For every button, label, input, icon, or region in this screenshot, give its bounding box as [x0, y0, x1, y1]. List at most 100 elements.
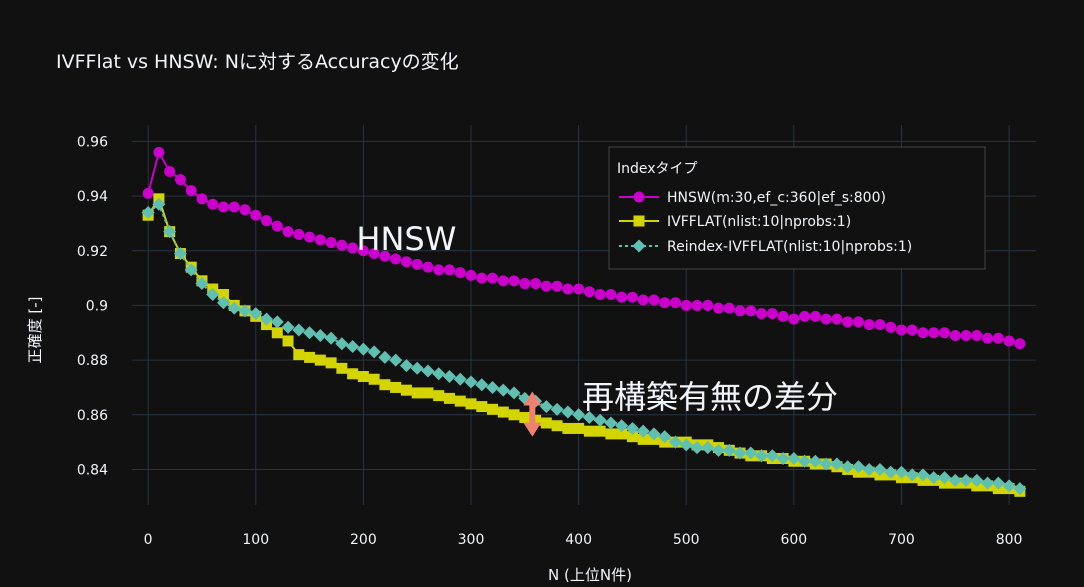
y-tick-label: 0.84	[77, 462, 108, 478]
difference-arrow	[523, 391, 542, 437]
data-point-hnsw	[239, 204, 251, 216]
data-point-hnsw	[1014, 338, 1026, 350]
data-point-hnsw	[540, 280, 552, 292]
data-point-hnsw	[756, 308, 768, 320]
x-tick-label: 700	[888, 532, 915, 548]
data-point-reindex-ivfflat	[744, 446, 758, 460]
data-point-hnsw	[659, 297, 671, 309]
data-point-reindex-ivfflat	[593, 413, 607, 427]
data-point-hnsw	[196, 193, 208, 205]
data-point-hnsw	[217, 201, 229, 213]
data-point-reindex-ivfflat	[152, 197, 166, 211]
data-point-reindex-ivfflat	[701, 441, 715, 455]
data-point-reindex-ivfflat	[927, 471, 941, 485]
data-point-reindex-ivfflat	[206, 287, 220, 301]
data-point-reindex-ivfflat	[184, 263, 198, 277]
legend: Indexタイプ HNSW(m:30,ef_c:360|ef_s:800) IV…	[608, 146, 986, 270]
data-point-hnsw	[497, 275, 509, 287]
data-point-reindex-ivfflat	[916, 468, 930, 482]
data-point-hnsw	[379, 250, 391, 262]
data-point-reindex-ivfflat	[346, 339, 360, 353]
annotation-hnsw: HNSW	[356, 220, 456, 258]
data-point-ivfflat	[379, 379, 391, 391]
data-point-reindex-ivfflat	[453, 372, 467, 386]
data-point-reindex-ivfflat	[496, 383, 510, 397]
legend-label-reindex-ivfflat: Reindex-IVFFLAT(nlist:10|nprobs:1)	[667, 239, 912, 255]
data-point-hnsw	[519, 278, 531, 290]
data-point-hnsw	[164, 165, 176, 177]
y-tick-label: 0.92	[77, 244, 108, 260]
data-point-reindex-ivfflat	[507, 386, 521, 400]
data-point-reindex-ivfflat	[722, 443, 736, 457]
x-tick-label: 200	[350, 532, 377, 548]
data-point-hnsw	[573, 283, 585, 295]
data-point-reindex-ivfflat	[830, 457, 844, 471]
legend-marker-point	[633, 191, 645, 203]
data-point-hnsw	[669, 297, 681, 309]
data-point-reindex-ivfflat	[948, 473, 962, 487]
data-point-ivfflat	[626, 431, 638, 443]
data-point-ivfflat	[368, 373, 380, 385]
data-point-reindex-ivfflat	[894, 465, 908, 479]
data-point-reindex-ivfflat	[862, 462, 876, 476]
data-point-ivfflat	[325, 357, 337, 369]
data-point-ivfflat	[336, 362, 348, 374]
data-point-ivfflat	[605, 428, 617, 440]
data-point-ivfflat	[594, 425, 606, 437]
data-point-hnsw	[626, 291, 638, 303]
data-point-hnsw	[314, 234, 326, 246]
data-point-hnsw	[422, 261, 434, 273]
x-tick-label: 100	[242, 532, 269, 548]
data-point-hnsw	[142, 187, 154, 199]
y-tick-label: 0.88	[77, 353, 108, 369]
data-point-hnsw	[680, 299, 692, 311]
data-point-reindex-ivfflat	[227, 301, 241, 315]
data-point-hnsw	[368, 247, 380, 259]
data-point-reindex-ivfflat	[1013, 482, 1027, 496]
data-point-ivfflat	[282, 335, 294, 347]
data-point-hnsw	[895, 324, 907, 336]
legend-item-hnsw[interactable]: HNSW(m:30,ef_c:360|ef_s:800)	[619, 190, 886, 206]
data-point-reindex-ivfflat	[550, 402, 564, 416]
data-point-reindex-ivfflat	[604, 416, 618, 430]
data-point-reindex-ivfflat	[464, 375, 478, 389]
data-point-reindex-ivfflat	[679, 438, 693, 452]
data-point-hnsw	[928, 327, 940, 339]
legend-marker-hnsw	[633, 191, 645, 203]
data-point-hnsw	[476, 272, 488, 284]
data-point-hnsw	[390, 253, 402, 265]
legend-item-reindex-ivfflat[interactable]: Reindex-IVFFLAT(nlist:10|nprobs:1)	[619, 239, 912, 255]
data-point-ivfflat	[476, 401, 488, 413]
data-point-reindex-ivfflat	[249, 307, 263, 321]
data-point-reindex-ivfflat	[938, 471, 952, 485]
data-point-hnsw	[637, 294, 649, 306]
data-point-reindex-ivfflat	[970, 473, 984, 487]
legend-item-ivfflat[interactable]: IVFFLAT(nlist:10|nprobs:1)	[619, 214, 851, 230]
data-point-ivfflat	[217, 288, 229, 300]
data-point-hnsw	[874, 319, 886, 331]
data-point-reindex-ivfflat	[292, 323, 306, 337]
data-point-ivfflat	[271, 327, 283, 339]
data-point-hnsw	[766, 308, 778, 320]
data-point-hnsw	[842, 316, 854, 328]
data-point-reindex-ivfflat	[432, 367, 446, 381]
data-point-hnsw	[207, 198, 219, 210]
data-point-reindex-ivfflat	[636, 424, 650, 438]
data-point-hnsw	[304, 231, 316, 243]
data-point-ivfflat	[390, 381, 402, 393]
chart-title: IVFFlat vs HNSW: Nに対するAccuracyの変化	[56, 51, 459, 73]
legend-marker-point	[632, 239, 646, 253]
data-point-ivfflat	[411, 387, 423, 399]
data-point-ivfflat	[616, 428, 628, 440]
data-point-reindex-ivfflat	[1002, 479, 1016, 493]
data-point-reindex-ivfflat	[421, 364, 435, 378]
data-point-ivfflat	[637, 433, 649, 445]
data-point-reindex-ivfflat	[647, 427, 661, 441]
y-axis-ticks: 0.84 0.86 0.88 0.9 0.92 0.94 0.96	[77, 134, 108, 478]
data-point-hnsw	[153, 146, 165, 158]
data-point-hnsw	[939, 327, 951, 339]
data-point-reindex-ivfflat	[378, 350, 392, 364]
data-point-ivfflat	[443, 392, 455, 404]
arrow-shaft	[529, 403, 536, 425]
